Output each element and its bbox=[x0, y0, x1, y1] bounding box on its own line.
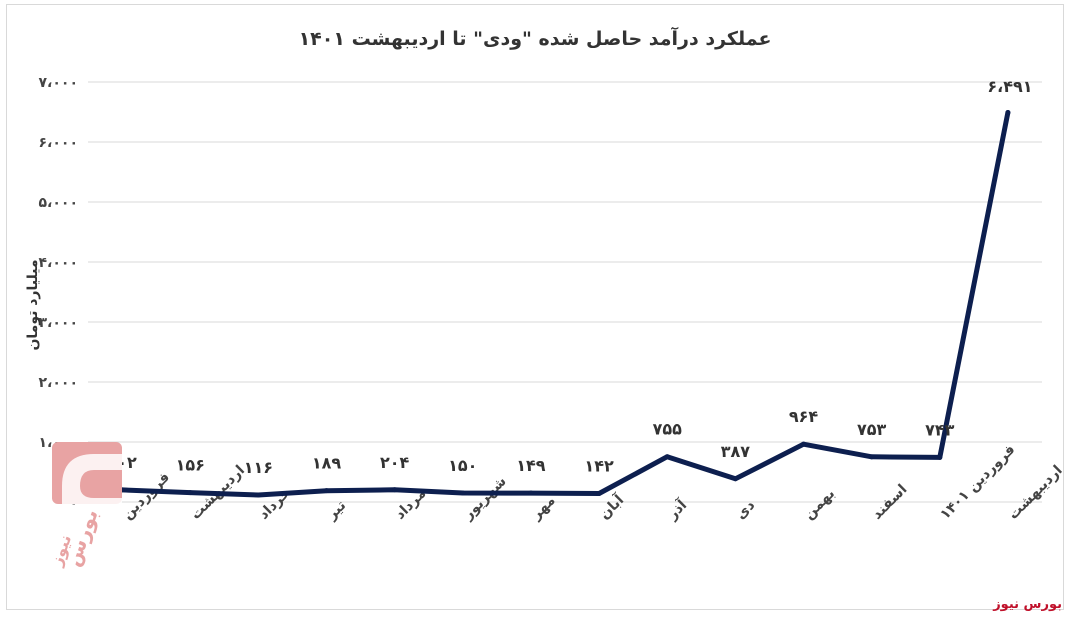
data-label: ۶،۴۹۱ bbox=[987, 77, 1032, 96]
data-label: ۱۱۶ bbox=[244, 458, 273, 477]
data-point bbox=[937, 454, 943, 460]
data-label: ۷۴۳ bbox=[925, 420, 955, 439]
data-label: ۲۰۴ bbox=[380, 453, 410, 472]
x-tick-label: بهمن bbox=[801, 486, 838, 523]
data-label: ۹۶۴ bbox=[789, 407, 819, 426]
chart-title: عملکرد درآمد حاصل شده "ودی" تا اردیبهشت … bbox=[299, 26, 772, 50]
x-tick-label: شهریور bbox=[460, 473, 510, 523]
series-line bbox=[119, 110, 1011, 498]
data-label: ۱۸۹ bbox=[312, 454, 342, 473]
y-tick-label: ۴،۰۰۰ bbox=[39, 255, 79, 271]
y-tick-label: ۶،۰۰۰ bbox=[39, 135, 79, 151]
x-tick-label: خرداد bbox=[256, 485, 294, 523]
data-point bbox=[528, 490, 534, 496]
chart-frame bbox=[6, 4, 1064, 610]
data-label: ۱۴۲ bbox=[584, 456, 614, 475]
series-layer bbox=[119, 110, 1011, 498]
data-label: ۷۵۵ bbox=[653, 420, 683, 439]
y-axis-label: میلیارد تومان bbox=[25, 259, 41, 350]
logo-swoosh bbox=[62, 454, 122, 504]
x-tick-label: اردیبهشت bbox=[1005, 462, 1065, 522]
data-point bbox=[732, 476, 738, 482]
data-point bbox=[392, 487, 398, 493]
data-label: ۷۵۳ bbox=[857, 420, 887, 439]
data-point bbox=[324, 488, 329, 494]
data-label: ۱۵۶ bbox=[176, 456, 205, 475]
y-tick-label: ۵،۰۰۰ bbox=[39, 195, 79, 211]
data-label: ۱۵۰ bbox=[448, 456, 477, 475]
x-tick-label: فروردین bbox=[120, 469, 174, 523]
data-label: ۳۸۷ bbox=[721, 442, 751, 461]
data-point bbox=[596, 490, 602, 496]
data-point bbox=[664, 454, 670, 460]
data-point bbox=[187, 490, 193, 496]
bourse-news-logo: بورس نیوز bbox=[48, 442, 122, 570]
data-label: ۱۴۹ bbox=[516, 456, 546, 475]
data-point bbox=[869, 454, 875, 460]
data-point bbox=[255, 492, 261, 498]
data-point bbox=[460, 490, 466, 496]
data-point bbox=[1005, 110, 1011, 116]
y-tick-label: ۲،۰۰۰ bbox=[39, 375, 79, 391]
y-tick-label: ۷،۰۰۰ bbox=[39, 75, 79, 91]
data-point bbox=[801, 441, 806, 447]
source-label: بورس نیوز bbox=[993, 597, 1062, 612]
x-tick-label: تیر bbox=[323, 498, 349, 524]
x-tick-label: آذر bbox=[663, 495, 691, 523]
x-tick-label: مهر bbox=[528, 493, 559, 524]
grid-lines bbox=[88, 81, 1042, 503]
x-tick-label: دی bbox=[733, 497, 758, 522]
x-tick-labels: فروردین اردیبهشت خرداد تیر مرداد شهریور مهر آبا… bbox=[120, 442, 1066, 524]
y-tick-label: ۳،۰۰۰ bbox=[39, 315, 79, 331]
